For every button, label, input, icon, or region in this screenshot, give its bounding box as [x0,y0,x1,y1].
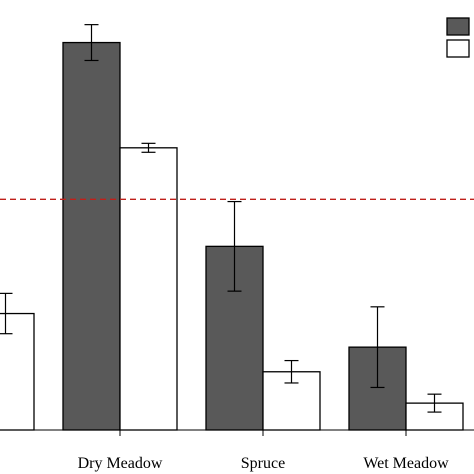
legend [446,17,470,58]
x-tick-labels-layer: Dry Meadow Spruce Wet Meadow [78,455,450,472]
bar-1-series-1 [119,147,178,431]
bars-layer [0,41,464,431]
x-tick-label-3: Wet Meadow [363,455,449,472]
legend-swatch-0 [446,17,470,36]
x-ticks-layer [119,430,407,436]
x-tick-label-1: Dry Meadow [78,455,163,472]
x-tick-label-2: Spruce [241,455,285,472]
legend-swatch-1 [446,39,470,58]
error-bars-layer [0,24,442,413]
bar-1-series-0 [62,41,121,431]
